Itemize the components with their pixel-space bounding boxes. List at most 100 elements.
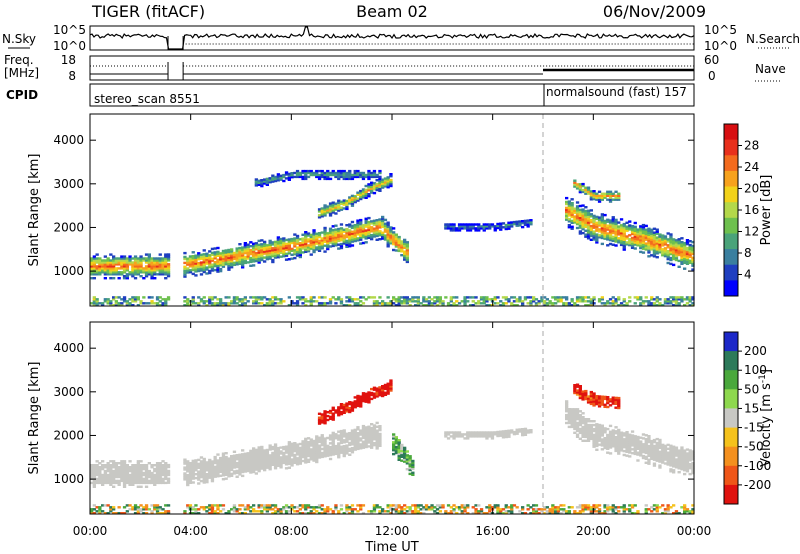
heatmap-cell — [367, 224, 371, 228]
heatmap-cell — [581, 506, 585, 509]
heatmap-cell — [205, 272, 209, 275]
heatmap-cell — [213, 247, 217, 250]
heatmap-cell — [424, 506, 429, 509]
heatmap-cell — [521, 429, 525, 433]
heatmap-cell — [578, 218, 582, 221]
heatmap-cell — [389, 512, 393, 515]
heatmap-cell — [103, 269, 107, 272]
heatmap-cell — [339, 412, 344, 416]
heatmap-cell — [265, 448, 269, 452]
heatmap-cell — [331, 435, 335, 438]
heatmap-cell — [644, 228, 648, 231]
heatmap-cell — [161, 265, 165, 268]
heatmap-cell — [353, 402, 357, 405]
heatmap-cell — [685, 252, 690, 256]
heatmap-cell — [147, 481, 151, 485]
heatmap-cell — [625, 434, 629, 438]
heatmap-cell — [372, 171, 377, 175]
heatmap-cell — [98, 265, 102, 268]
heatmap-cell — [350, 196, 355, 199]
heatmap-cell — [441, 300, 445, 303]
heatmap-cell — [249, 258, 253, 262]
heatmap-cell — [424, 298, 429, 301]
heatmap-cell — [326, 211, 330, 214]
heatmap-cell — [337, 175, 341, 179]
heatmap-cell — [254, 184, 258, 187]
heatmap-cell — [205, 260, 209, 263]
heatmap-cell — [238, 260, 242, 264]
heatmap-cell — [348, 237, 352, 240]
heatmap-cell — [112, 265, 116, 268]
heatmap-cell — [625, 442, 629, 446]
heatmap-cell — [312, 243, 316, 246]
heatmap-cell — [136, 261, 140, 264]
heatmap-cell — [144, 473, 149, 477]
heatmap-cell — [685, 241, 690, 244]
heatmap-cell — [427, 304, 431, 307]
heatmap-cell — [117, 259, 121, 262]
heatmap-cell — [238, 250, 242, 254]
heatmap-cell — [257, 253, 261, 256]
heatmap-cell — [345, 227, 349, 231]
heatmap-cell — [581, 300, 585, 303]
heatmap-cell — [353, 508, 357, 511]
heatmap-cell — [221, 472, 226, 475]
heatmap-cell — [287, 450, 291, 454]
heatmap-cell — [276, 452, 280, 456]
heatmap-cell — [315, 510, 319, 513]
heatmap-cell — [306, 232, 311, 235]
heatmap-cell — [257, 257, 261, 260]
heatmap-cell — [394, 451, 398, 455]
heatmap-cell — [521, 431, 525, 435]
heatmap-cell — [674, 304, 679, 307]
heatmap-cell — [210, 263, 215, 266]
heatmap-cell — [257, 251, 261, 254]
heatmap-cell — [405, 243, 409, 246]
heatmap-cell — [312, 459, 316, 462]
heatmap-cell — [227, 469, 231, 472]
heatmap-cell — [276, 254, 280, 257]
heatmap-cell — [331, 207, 335, 210]
nave-tick-bottom: 0 — [708, 69, 716, 83]
heatmap-cell — [339, 200, 344, 203]
heatmap-cell — [337, 201, 341, 204]
heatmap-cell — [359, 401, 363, 404]
colorbar-swatch — [724, 217, 738, 234]
heatmap-cell — [666, 253, 670, 257]
heatmap-cell — [309, 510, 313, 513]
heatmap-cell — [106, 261, 110, 264]
beam-label: Beam 02 — [356, 2, 428, 21]
heatmap-cell — [567, 413, 571, 417]
heatmap-cell — [400, 447, 404, 451]
heatmap-cell — [334, 435, 338, 438]
heatmap-cell — [326, 302, 330, 305]
heatmap-cell — [221, 468, 226, 471]
heatmap-cell — [139, 302, 143, 305]
heatmap-cell — [584, 296, 588, 299]
heatmap-cell — [529, 219, 533, 222]
heatmap-cell — [586, 192, 591, 195]
heatmap-cell — [433, 296, 437, 299]
heatmap-cell — [342, 201, 346, 204]
heatmap-cell — [227, 473, 231, 476]
heatmap-cell — [284, 449, 289, 452]
heatmap-cell — [392, 239, 396, 242]
heatmap-cell — [597, 298, 602, 301]
heatmap-cell — [628, 504, 632, 507]
heatmap-cell — [279, 456, 283, 459]
heatmap-cell — [334, 228, 338, 231]
heatmap-cell — [199, 466, 204, 469]
heatmap-cell — [381, 302, 385, 305]
heatmap-cell — [523, 429, 528, 432]
heatmap-cell — [367, 395, 371, 398]
heatmap-cell — [424, 508, 429, 511]
heatmap-cell — [112, 277, 116, 280]
heatmap-cell — [408, 510, 412, 513]
heatmap-cell — [573, 221, 577, 224]
heatmap-cell — [328, 508, 333, 511]
heatmap-cell — [435, 508, 440, 511]
heatmap-cell — [669, 245, 673, 248]
heatmap-cell — [122, 512, 127, 515]
heatmap-cell — [510, 221, 514, 224]
